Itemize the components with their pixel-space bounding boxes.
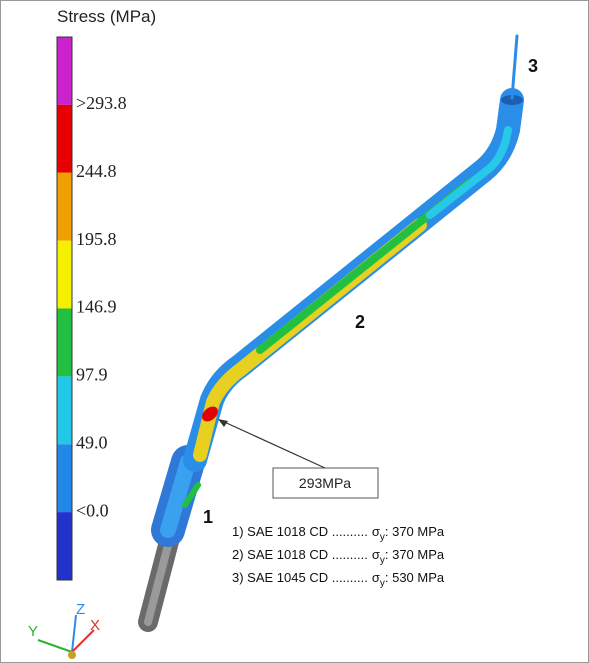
note-text: 1) SAE 1018 CD .......... bbox=[232, 524, 368, 539]
legend-band bbox=[57, 37, 72, 105]
axis-label: X bbox=[90, 617, 100, 634]
note-symbol: σ bbox=[372, 547, 380, 562]
legend-label: <0.0 bbox=[76, 500, 109, 520]
callout-label: 293MPa bbox=[299, 475, 351, 491]
legend-label: 97.9 bbox=[76, 365, 108, 385]
note-text: 2) SAE 1018 CD .......... bbox=[232, 547, 368, 562]
part-label: 3 bbox=[528, 56, 538, 76]
note-symbol: σ bbox=[372, 570, 380, 585]
legend-label: 244.8 bbox=[76, 161, 117, 181]
result-view: Stress (MPa) >293.8 244.8 195.8 146.9 97.9 49… bbox=[0, 0, 589, 663]
legend-title: Stress (MPa) bbox=[57, 7, 156, 26]
legend-band bbox=[57, 444, 72, 512]
legend-label: >293.8 bbox=[76, 93, 127, 113]
note-value: : 370 MPa bbox=[385, 524, 445, 539]
legend-label: 146.9 bbox=[76, 297, 117, 317]
legend-band bbox=[57, 241, 72, 309]
axis-label: Y bbox=[28, 623, 38, 640]
legend-band bbox=[57, 376, 72, 444]
screenshot: Stress (MPa) >293.8 244.8 195.8 146.9 97.9 49… bbox=[0, 0, 589, 663]
legend-label: 49.0 bbox=[76, 432, 108, 452]
legend-label: 195.8 bbox=[76, 229, 117, 249]
axis-label: Z bbox=[76, 601, 85, 618]
part-label: 2 bbox=[355, 312, 365, 332]
legend-band bbox=[57, 309, 72, 377]
legend-band bbox=[57, 105, 72, 173]
note-value: : 530 MPa bbox=[385, 570, 445, 585]
note-value: : 370 MPa bbox=[385, 547, 445, 562]
legend-band bbox=[57, 173, 72, 241]
note-symbol: σ bbox=[372, 524, 380, 539]
legend-band bbox=[57, 512, 72, 580]
note-text: 3) SAE 1045 CD .......... bbox=[232, 570, 368, 585]
part-label: 1 bbox=[203, 507, 213, 527]
